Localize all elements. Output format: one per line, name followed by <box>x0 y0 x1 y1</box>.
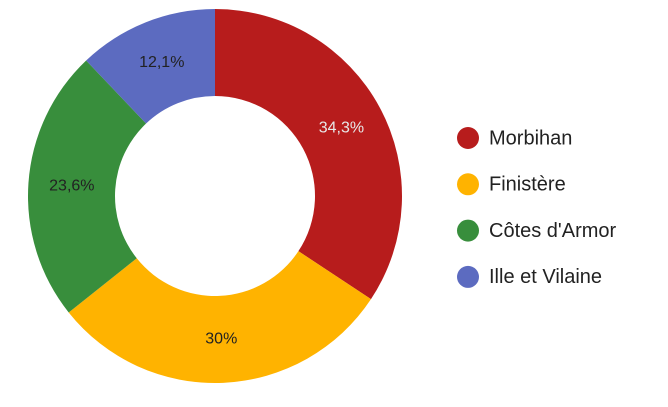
legend-swatch <box>457 127 479 149</box>
slice <box>86 9 216 124</box>
slice-label: 30% <box>205 331 237 348</box>
legend-label: Ille et Vilaine <box>489 266 602 288</box>
legend-swatch <box>457 219 479 242</box>
legend-swatch <box>457 265 479 288</box>
slice-label: 34,3% <box>319 119 364 136</box>
legend-swatch <box>457 173 479 196</box>
legend-label: Côtes d'Armor <box>489 220 617 242</box>
slice <box>68 251 371 383</box>
legend-label: Morbihan <box>489 127 572 149</box>
legend-label: Finistère <box>489 174 566 196</box>
slice-label: 12,1% <box>139 54 184 71</box>
slice <box>28 60 147 313</box>
slice <box>215 9 402 300</box>
slice-label: 23,6% <box>49 177 94 194</box>
